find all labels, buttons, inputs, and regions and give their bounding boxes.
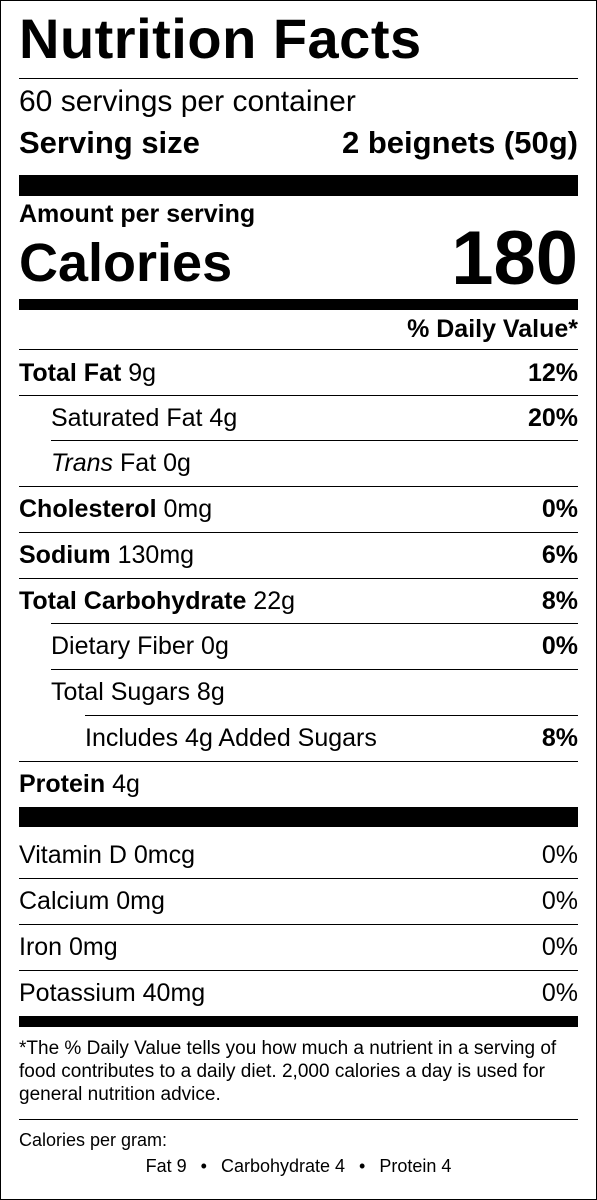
- divider: [19, 578, 578, 579]
- divider: [19, 78, 578, 79]
- divider: [51, 669, 578, 670]
- daily-value-percent: 0%: [541, 886, 578, 915]
- servings-per-container: 60 servings per container: [19, 85, 356, 118]
- divider: [19, 486, 578, 487]
- daily-value-percent: 12%: [527, 358, 578, 387]
- divider: [19, 532, 578, 533]
- nutrient-row-dietary-fiber: Dietary Fiber 0g 0%: [51, 624, 578, 668]
- amount-per-serving: Amount per serving: [19, 200, 256, 228]
- nutrient-name: Iron 0mg: [19, 932, 118, 961]
- divider: [19, 349, 578, 350]
- nutrient-name: Potassium 40mg: [19, 978, 206, 1007]
- calories-row: Calories 180: [19, 216, 578, 301]
- nutrient-amount: 22g: [253, 586, 296, 615]
- nutrient-name: Saturated Fat 4g: [51, 403, 238, 432]
- bullet-separator: •: [359, 1156, 366, 1176]
- vitamin-row-potassium: Potassium 40mg 0%: [19, 971, 578, 1015]
- divider: [85, 715, 578, 716]
- daily-value-percent: 0%: [541, 494, 578, 523]
- nutrient-name: Total Fat: [19, 358, 122, 387]
- nutrient-row-saturated-fat: Saturated Fat 4g 20%: [51, 396, 578, 440]
- vitamin-row-iron: Iron 0mg 0%: [19, 925, 578, 969]
- calories-per-gram-title: Calories per gram:: [19, 1130, 168, 1150]
- cpg-fat: Fat 9: [145, 1156, 187, 1176]
- nutrient-amount: 4g: [112, 769, 140, 798]
- nutrient-row-sodium: Sodium 130mg 6%: [19, 533, 578, 577]
- nutrient-row-protein: Protein 4g: [19, 762, 578, 806]
- thick-divider: [19, 175, 578, 196]
- vitamin-row-vitamin-d: Vitamin D 0mcg 0%: [19, 833, 578, 877]
- nutrient-row-added-sugars: Includes 4g Added Sugars 8%: [85, 716, 578, 760]
- nutrient-name: Protein: [19, 769, 106, 798]
- nutrient-name: Includes 4g Added Sugars: [85, 723, 377, 752]
- divider: [19, 761, 578, 762]
- nutrient-row-total-fat: Total Fat 9g 12%: [19, 351, 578, 395]
- thick-divider: [19, 807, 578, 827]
- daily-value-percent: 8%: [541, 723, 578, 752]
- daily-value-percent: 0%: [541, 840, 578, 869]
- label-title: Nutrition Facts: [19, 7, 422, 70]
- nutrient-row-trans-fat: Trans Fat 0g: [51, 441, 578, 485]
- daily-value-percent: 6%: [541, 540, 578, 569]
- calories-label: Calories: [19, 233, 233, 293]
- nutrient-name: Dietary Fiber 0g: [51, 631, 229, 660]
- nutrient-name: Sodium: [19, 540, 111, 569]
- nutrient-name: Calcium 0mg: [19, 886, 165, 915]
- calories-per-gram-values: Fat 9 • Carbohydrate 4 • Protein 4: [1, 1155, 596, 1177]
- divider: [19, 878, 578, 879]
- nutrient-name: Total Sugars 8g: [51, 677, 225, 706]
- nutrient-amount: 0mg: [163, 494, 213, 523]
- medium-divider: [19, 299, 578, 310]
- divider: [19, 970, 578, 971]
- daily-value-percent: 8%: [541, 586, 578, 615]
- nutrient-amount: 9g: [128, 358, 157, 387]
- daily-value-percent: 0%: [541, 631, 578, 660]
- nutrient-amount: 130mg: [117, 540, 195, 569]
- daily-value-footnote: *The % Daily Value tells you how much a …: [19, 1038, 557, 1105]
- vitamin-row-calcium: Calcium 0mg 0%: [19, 879, 578, 923]
- divider: [19, 1119, 578, 1120]
- nutrient-row-total-carbohydrate: Total Carbohydrate 22g 8%: [19, 579, 578, 623]
- nutrient-name-italic: Trans: [51, 448, 114, 477]
- calories-value: 180: [451, 216, 578, 301]
- nutrient-row-cholesterol: Cholesterol 0mg 0%: [19, 487, 578, 531]
- nutrient-name: Total Carbohydrate: [19, 586, 247, 615]
- divider: [19, 924, 578, 925]
- daily-value-percent: 0%: [541, 932, 578, 961]
- nutrient-row-total-sugars: Total Sugars 8g: [51, 670, 578, 714]
- cpg-protein: Protein 4: [379, 1156, 452, 1176]
- divider: [51, 623, 578, 624]
- medium-divider: [19, 1016, 578, 1027]
- divider: [19, 395, 578, 396]
- serving-size-value: 2 beignets (50g): [342, 125, 578, 160]
- nutrient-name: Cholesterol: [19, 494, 157, 523]
- cpg-carbohydrate: Carbohydrate 4: [220, 1156, 346, 1176]
- nutrient-name: Fat 0g: [120, 448, 191, 477]
- serving-size-label: Serving size: [19, 125, 200, 160]
- bullet-separator: •: [200, 1156, 207, 1176]
- daily-value-percent: 20%: [527, 403, 578, 432]
- divider: [51, 440, 578, 441]
- serving-size-row: Serving size 2 beignets (50g): [19, 125, 578, 161]
- nutrient-name: Vitamin D 0mcg: [19, 840, 195, 869]
- daily-value-header: % Daily Value*: [407, 315, 578, 343]
- daily-value-percent: 0%: [541, 978, 578, 1007]
